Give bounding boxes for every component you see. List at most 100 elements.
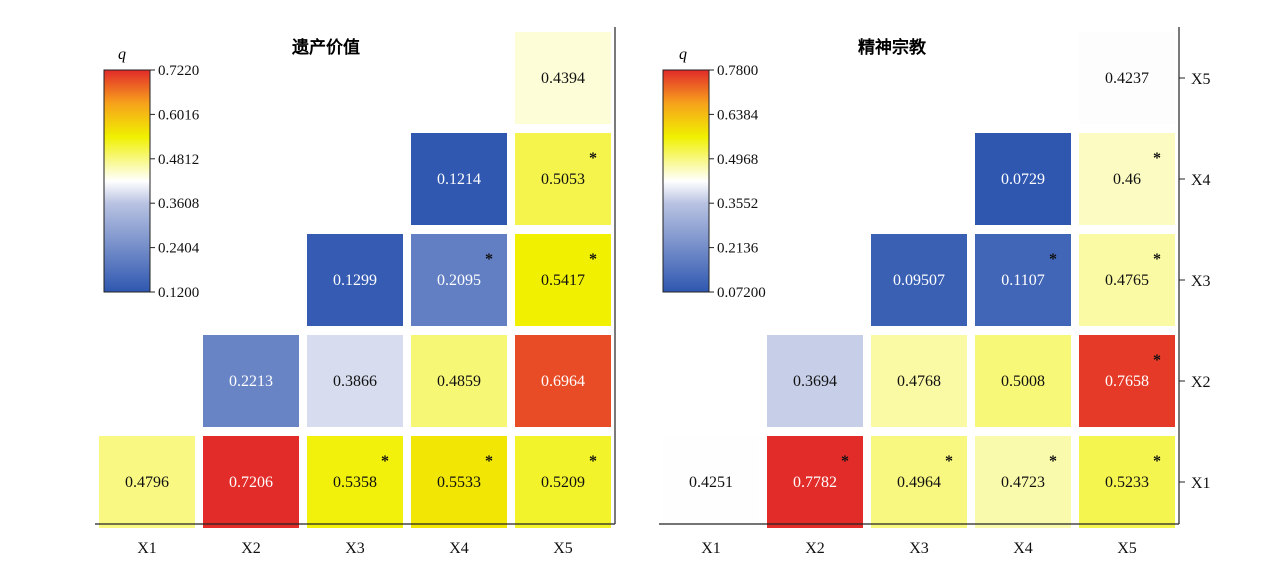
- colorbar-tick-label: 0.2404: [158, 241, 200, 257]
- cell-rect: [203, 335, 299, 427]
- cell-value-label: 0.5233: [1105, 474, 1149, 491]
- heatmap-cell: 0.6964: [515, 335, 611, 427]
- cell-value-label: 0.0729: [1001, 171, 1045, 188]
- heatmap-cell: 0.4723*: [975, 436, 1071, 528]
- chart-title: 遗产价值: [291, 37, 360, 57]
- significance-marker: *: [945, 453, 953, 470]
- y-tick-label: X4: [1191, 172, 1211, 189]
- cell-value-label: 0.3694: [793, 373, 837, 390]
- x-tick-label: X3: [909, 540, 929, 557]
- cell-value-label: 0.4237: [1105, 70, 1149, 87]
- cell-rect: [203, 436, 299, 528]
- cell-value-label: 0.2213: [229, 373, 273, 390]
- heatmap-cell: 0.5233*: [1079, 436, 1175, 528]
- cell-value-label: 0.4796: [125, 474, 169, 491]
- colorbar-title: q: [118, 46, 126, 63]
- colorbar-tick-label: 0.1200: [158, 285, 199, 301]
- heatmap-panel-spiritual: 精神宗教 q 0.4251 0.7782*0.4964*0.4723*0.5233…: [659, 27, 1211, 557]
- cell-value-label: 0.5209: [541, 474, 585, 491]
- cell-value-label: 0.1299: [333, 272, 377, 289]
- cell-rect: [307, 335, 403, 427]
- x-tick-label: X5: [553, 540, 573, 557]
- cell-rect: [871, 436, 967, 528]
- significance-marker: *: [1049, 453, 1057, 470]
- heatmap-cell: 0.4394: [515, 32, 611, 124]
- heatmap-cell: 0.1214: [411, 133, 507, 225]
- x-tick-label: X1: [701, 540, 721, 557]
- significance-marker: *: [1153, 352, 1161, 369]
- cell-rect: [975, 133, 1071, 225]
- heatmap-cell: 0.7658*: [1079, 335, 1175, 427]
- heatmap-cell: 0.4768: [871, 335, 967, 427]
- cell-value-label: 0.5417: [541, 272, 585, 289]
- significance-marker: *: [1153, 251, 1161, 268]
- cell-rect: [411, 234, 507, 326]
- cell-rect: [1079, 133, 1175, 225]
- significance-marker: *: [1153, 150, 1161, 167]
- cell-rect: [663, 436, 759, 528]
- colorbar-gradient: [662, 69, 710, 293]
- cell-value-label: 0.5533: [437, 474, 481, 491]
- colorbar-tick-label: 0.6016: [158, 107, 200, 123]
- cell-rect: [515, 32, 611, 124]
- cell-rect: [515, 335, 611, 427]
- axes: X1 X2 X3 X4 X5 X1 X2 X3 X4 X5: [659, 27, 1211, 557]
- colorbar-title: q: [679, 46, 687, 63]
- significance-marker: *: [485, 251, 493, 268]
- heatmap-cell: 0.7206: [203, 436, 299, 528]
- x-tick-label: X2: [805, 540, 825, 557]
- cell-value-label: 0.1107: [1001, 272, 1044, 289]
- heatmap-cell: 0.5358*: [307, 436, 403, 528]
- colorbar-tick-label: 0.7220: [158, 63, 199, 79]
- cell-group: 0.4251 0.7782*0.4964*0.4723*0.5233*0.3694…: [663, 32, 1175, 528]
- x-tick-label: X1: [137, 540, 157, 557]
- colorbar-gradient: [103, 69, 151, 293]
- cell-value-label: 0.5008: [1001, 373, 1045, 390]
- heatmap-cell: 0.09507: [871, 234, 967, 326]
- colorbar-tick-label: 0.07200: [717, 285, 766, 301]
- cell-value-label: 0.4723: [1001, 474, 1045, 491]
- cell-value-label: 0.4859: [437, 373, 481, 390]
- cell-rect: [411, 436, 507, 528]
- axes: X1 X2 X3 X4 X5: [95, 27, 616, 557]
- heatmap-cell: 0.5008: [975, 335, 1071, 427]
- significance-marker: *: [381, 453, 389, 470]
- cell-rect: [1079, 436, 1175, 528]
- cell-value-label: 0.46: [1113, 171, 1141, 188]
- heatmap-cell: 0.5417*: [515, 234, 611, 326]
- cell-rect: [411, 133, 507, 225]
- heatmap-cell: 0.4964*: [871, 436, 967, 528]
- cell-rect: [515, 234, 611, 326]
- cell-rect: [515, 436, 611, 528]
- cell-rect: [975, 234, 1071, 326]
- x-tick-label: X2: [241, 540, 261, 557]
- significance-marker: *: [1049, 251, 1057, 268]
- cell-value-label: 0.7658: [1105, 373, 1149, 390]
- cell-rect: [515, 133, 611, 225]
- cell-rect: [1079, 234, 1175, 326]
- colorbar-tick-label: 0.2136: [717, 241, 759, 257]
- y-tick-label: X2: [1191, 374, 1211, 391]
- cell-value-label: 0.4964: [897, 474, 941, 491]
- cell-rect: [411, 335, 507, 427]
- heatmap-cell: 0.5533*: [411, 436, 507, 528]
- cell-group: 0.4796 0.7206 0.5358*0.5533*0.5209*0.2213 0…: [99, 32, 611, 528]
- x-tick-label: X3: [345, 540, 365, 557]
- cell-value-label: 0.4765: [1105, 272, 1149, 289]
- colorbar-tick-label: 0.3608: [158, 196, 199, 212]
- cell-rect: [975, 335, 1071, 427]
- cell-rect: [1079, 32, 1175, 124]
- heatmap-panel-heritage: 遗产价值 q 0.4796 0.7206 0.5358*0.5533*0.5209*…: [95, 27, 616, 557]
- cell-rect: [307, 436, 403, 528]
- heatmap-cell: 0.4251: [663, 436, 759, 528]
- cell-rect: [1079, 335, 1175, 427]
- cell-value-label: 0.4394: [541, 70, 585, 87]
- cell-value-label: 0.3866: [333, 373, 377, 390]
- colorbar-tick-label: 0.4968: [717, 152, 758, 168]
- cell-value-label: 0.7782: [793, 474, 837, 491]
- cell-rect: [99, 436, 195, 528]
- significance-marker: *: [1153, 453, 1161, 470]
- x-tick-label: X4: [449, 540, 469, 557]
- cell-rect: [307, 234, 403, 326]
